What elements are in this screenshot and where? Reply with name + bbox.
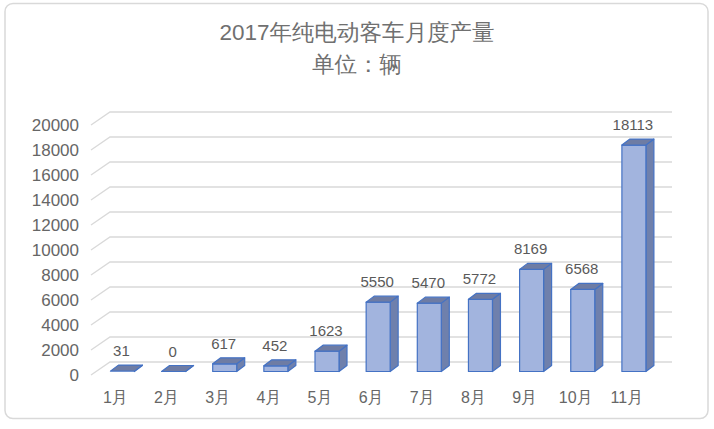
bar-group: 5470 — [412, 274, 450, 371]
bar-value-label: 452 — [262, 337, 287, 354]
bar-value-label: 0 — [168, 343, 176, 360]
x-axis-label: 8月 — [461, 389, 486, 406]
bar-side-face[interactable] — [544, 263, 552, 371]
x-axis-label: 9月 — [512, 389, 537, 406]
bar[interactable] — [213, 364, 237, 372]
bar-chart-svg: 2017年纯电动客车月度产量 单位：辆 0 2000 4000 6000 8000 100… — [0, 0, 714, 429]
x-axis-label: 7月 — [410, 389, 435, 406]
x-axis-label: 10月 — [559, 389, 593, 406]
bar-group: 18113 — [613, 116, 654, 371]
bar-group: 5550 — [360, 273, 398, 371]
bar[interactable] — [417, 303, 441, 371]
y-axis-label: 8000 — [41, 266, 79, 285]
bar[interactable] — [468, 299, 492, 371]
bar-group: 31 — [110, 342, 142, 371]
y-axis-label: 20000 — [32, 116, 79, 135]
bar-value-label: 6568 — [565, 260, 598, 277]
y-axis-label: 16000 — [32, 166, 79, 185]
bar-value-label: 617 — [211, 335, 236, 352]
gridline — [91, 137, 672, 150]
y-axis-label: 0 — [70, 366, 79, 385]
y-axis-label: 2000 — [41, 341, 79, 360]
gridline — [91, 162, 672, 175]
x-axis-label: 5月 — [308, 389, 333, 406]
x-axis-label: 6月 — [359, 389, 384, 406]
bar-side-face[interactable] — [595, 283, 603, 371]
bar-value-label: 8169 — [514, 240, 547, 257]
gridline — [91, 112, 672, 125]
y-axis-label: 14000 — [32, 191, 79, 210]
bar-group: 6568 — [565, 260, 603, 371]
bar-group: 452 — [262, 337, 296, 372]
x-axis-label: 1月 — [103, 389, 128, 406]
bar-group: 8169 — [514, 240, 552, 371]
bar-value-label: 1623 — [309, 322, 342, 339]
bar[interactable] — [622, 145, 646, 371]
bar[interactable] — [571, 289, 595, 371]
y-axis-label: 12000 — [32, 216, 79, 235]
bar-top-face[interactable] — [110, 365, 142, 371]
bar[interactable] — [366, 302, 390, 371]
bar-group: 1623 — [309, 322, 347, 371]
bar-value-label: 5470 — [412, 274, 445, 291]
x-axis-label: 11月 — [611, 389, 644, 406]
chart-subtitle: 单位：辆 — [312, 52, 402, 77]
bar[interactable] — [315, 351, 339, 371]
bar-group: 0 — [162, 343, 194, 372]
bar[interactable] — [264, 366, 288, 372]
x-axis-label: 3月 — [205, 389, 230, 406]
gridline — [91, 187, 672, 200]
bar-value-label: 31 — [113, 342, 130, 359]
x-axis-label: 2月 — [154, 389, 179, 406]
bar-value-label: 5772 — [463, 270, 496, 287]
bar-value-label: 5550 — [360, 273, 393, 290]
bar-value-label: 18113 — [613, 116, 654, 133]
bar[interactable] — [520, 269, 544, 371]
bar-side-face[interactable] — [646, 139, 654, 371]
bar-group: 617 — [211, 335, 245, 372]
y-axis-label: 10000 — [32, 241, 79, 260]
y-axis-label: 6000 — [41, 291, 79, 310]
x-axis-label: 4月 — [256, 389, 281, 406]
chart: 2017年纯电动客车月度产量 单位：辆 0 2000 4000 6000 8000 100… — [0, 0, 714, 429]
y-axis-label: 18000 — [32, 141, 79, 160]
y-axis-label: 4000 — [41, 316, 79, 335]
gridline — [91, 212, 672, 225]
bar-side-face[interactable] — [492, 293, 500, 371]
bar-side-face[interactable] — [441, 297, 449, 371]
plot-area: 0 2000 4000 6000 8000 10000 12000 14000 16000 180… — [32, 112, 672, 406]
bar-side-face[interactable] — [390, 296, 398, 371]
chart-title: 2017年纯电动客车月度产量 — [219, 20, 494, 45]
bar-group: 5772 — [463, 270, 501, 371]
bar-top-face[interactable] — [162, 366, 194, 372]
gridline — [91, 237, 672, 250]
